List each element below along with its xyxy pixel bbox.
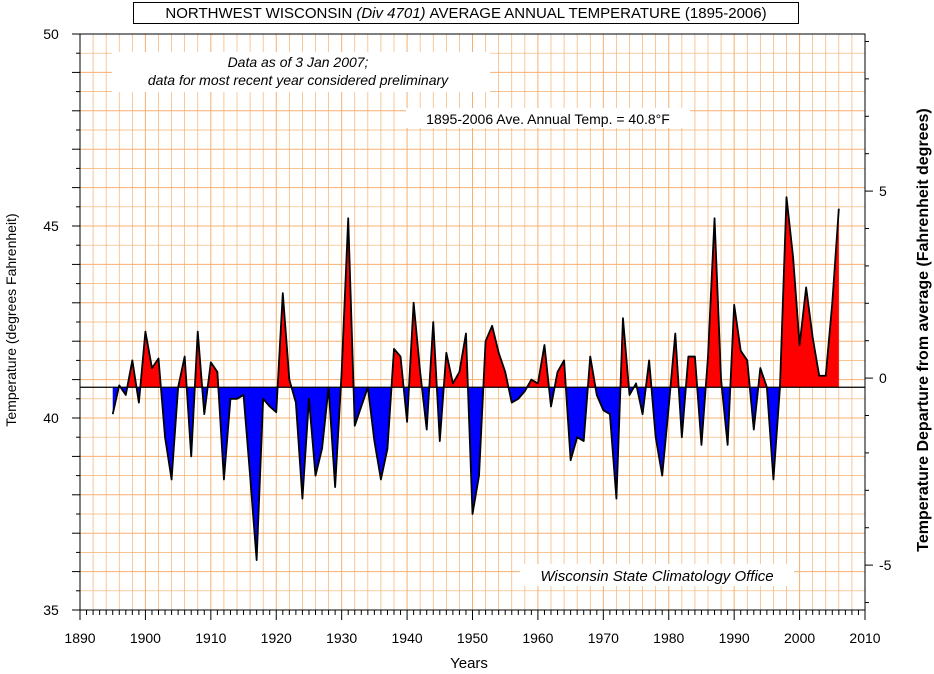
- below-average-area: [766, 387, 780, 480]
- above-average-area: [779, 197, 839, 388]
- x-tick-label: 1970: [588, 630, 619, 646]
- below-average-area: [697, 387, 706, 445]
- x-tick-label: 1980: [653, 630, 684, 646]
- y2-tick-label: 0: [879, 370, 887, 386]
- above-average-area: [140, 331, 161, 388]
- below-average-area: [328, 387, 341, 488]
- x-tick-label: 2010: [849, 630, 880, 646]
- temperature-series-line: [111, 196, 840, 561]
- x-tick-label: 1900: [130, 630, 161, 646]
- y2-tick-label: -5: [879, 557, 892, 573]
- below-average-area: [160, 387, 179, 480]
- above-average-area: [408, 302, 422, 388]
- axes: 1890 1900 1910 1920 1930 1940 1950 1960 1970 1980…: [43, 26, 891, 646]
- above-average-area: [340, 218, 354, 388]
- x-tick-label: 1960: [522, 630, 553, 646]
- below-average-area: [508, 387, 528, 403]
- x-tick-label: 1890: [64, 630, 95, 646]
- above-average-area: [554, 360, 566, 388]
- x-tick-label: 1990: [719, 630, 750, 646]
- above-average-area: [685, 356, 698, 388]
- below-average-area: [565, 387, 588, 461]
- credit-label: Wisconsin State Climatology Office: [540, 568, 773, 585]
- average-label: 1895-2006 Ave. Annual Temp. = 40.8°F: [426, 111, 670, 127]
- note-line-2: data for most recent year considered pre…: [148, 72, 449, 88]
- x-tick-label: 1920: [261, 630, 292, 646]
- x-tick-label: 1950: [457, 630, 488, 646]
- below-average-area: [218, 387, 278, 561]
- above-average-area: [483, 325, 509, 388]
- chart-title-main: NORTHWEST WISCONSIN: [165, 4, 353, 22]
- y-tick-label: 50: [43, 26, 59, 42]
- y-axis-label: Temperature (degrees Fahrenheit): [3, 213, 19, 426]
- x-tick-label: 1940: [392, 630, 423, 646]
- below-average-area: [749, 387, 759, 430]
- chart-title-sub: AVERAGE ANNUAL TEMPERATURE (1895-2006): [429, 4, 767, 22]
- y-tick-label: 35: [43, 602, 59, 618]
- x-tick-label: 1910: [195, 630, 226, 646]
- below-average-area: [651, 387, 671, 476]
- above-average-area: [730, 304, 750, 388]
- x-axis-label: Years: [450, 655, 488, 672]
- y-tick-label: 45: [43, 218, 59, 234]
- note-line-1: Data as of 3 Jan 2007;: [228, 54, 369, 70]
- y2-tick-label: 5: [879, 183, 887, 199]
- below-average-area: [595, 387, 621, 499]
- chart-title-division: (Div 4701): [356, 4, 426, 22]
- above-average-area: [127, 360, 137, 388]
- y2-axis-label: Temperature Departure from average (Fahr…: [915, 108, 932, 551]
- credit-background: [520, 564, 794, 586]
- above-average-area: [705, 218, 722, 388]
- x-tick-label: 2000: [784, 630, 815, 646]
- above-average-area: [443, 333, 468, 388]
- note-background: [112, 52, 490, 92]
- below-average-area: [186, 387, 195, 457]
- average-label-background: [406, 108, 690, 128]
- x-tick-label: 1930: [326, 630, 357, 646]
- y-tick-label: 40: [43, 410, 59, 426]
- chart-title: NORTHWEST WISCONSIN (Div 4701) AVERAGE A…: [133, 2, 799, 24]
